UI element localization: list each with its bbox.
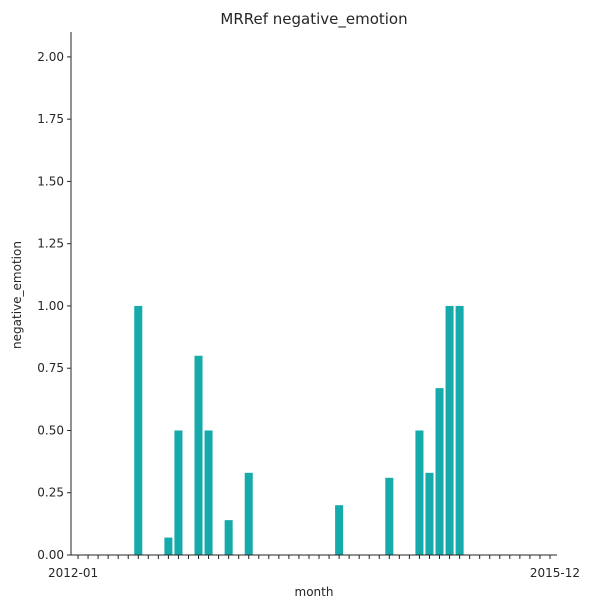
y-tick-label: 1.50 xyxy=(37,174,64,188)
bar-2014-03 xyxy=(335,505,344,555)
y-tick-label: 1.00 xyxy=(37,299,64,313)
x-tick-label: 2015-12 xyxy=(530,566,580,580)
bar-2015-01 xyxy=(435,388,444,555)
y-tick-label: 2.00 xyxy=(37,50,64,64)
y-axis-label: negative_emotion xyxy=(10,241,24,349)
bar-2015-03 xyxy=(455,305,464,555)
bar-2014-11 xyxy=(415,430,424,555)
chart-title: MRRef negative_emotion xyxy=(220,10,407,29)
y-tick-label: 0.50 xyxy=(37,423,64,437)
bar-2013-04 xyxy=(224,520,233,555)
bar-2014-12 xyxy=(425,472,434,555)
y-axis: 0.00 0.25 0.50 0.75 1.00 1.25 1.50 1.75 2.00 xyxy=(37,32,72,562)
y-tick-label: 1.75 xyxy=(37,112,64,126)
x-axis: 2012-01 2015-12 xyxy=(48,554,580,580)
bar-2012-11 xyxy=(174,430,183,555)
y-tick-label: 1.25 xyxy=(37,237,64,251)
x-tick-label: 2012-01 xyxy=(48,566,98,580)
bar-2013-01 xyxy=(194,355,203,555)
y-tick-label: 0.00 xyxy=(37,548,64,562)
bar-2013-06 xyxy=(244,472,253,555)
bar-2013-02 xyxy=(204,430,213,555)
bars-group xyxy=(134,305,464,555)
bar-2012-07 xyxy=(134,305,143,555)
y-tick-label: 0.75 xyxy=(37,361,64,375)
x-axis-label: month xyxy=(295,585,334,599)
y-tick-label: 0.25 xyxy=(37,486,64,500)
bar-2015-02 xyxy=(445,305,454,555)
bar-2014-08 xyxy=(385,477,394,555)
bar-2012-10 xyxy=(164,537,173,555)
